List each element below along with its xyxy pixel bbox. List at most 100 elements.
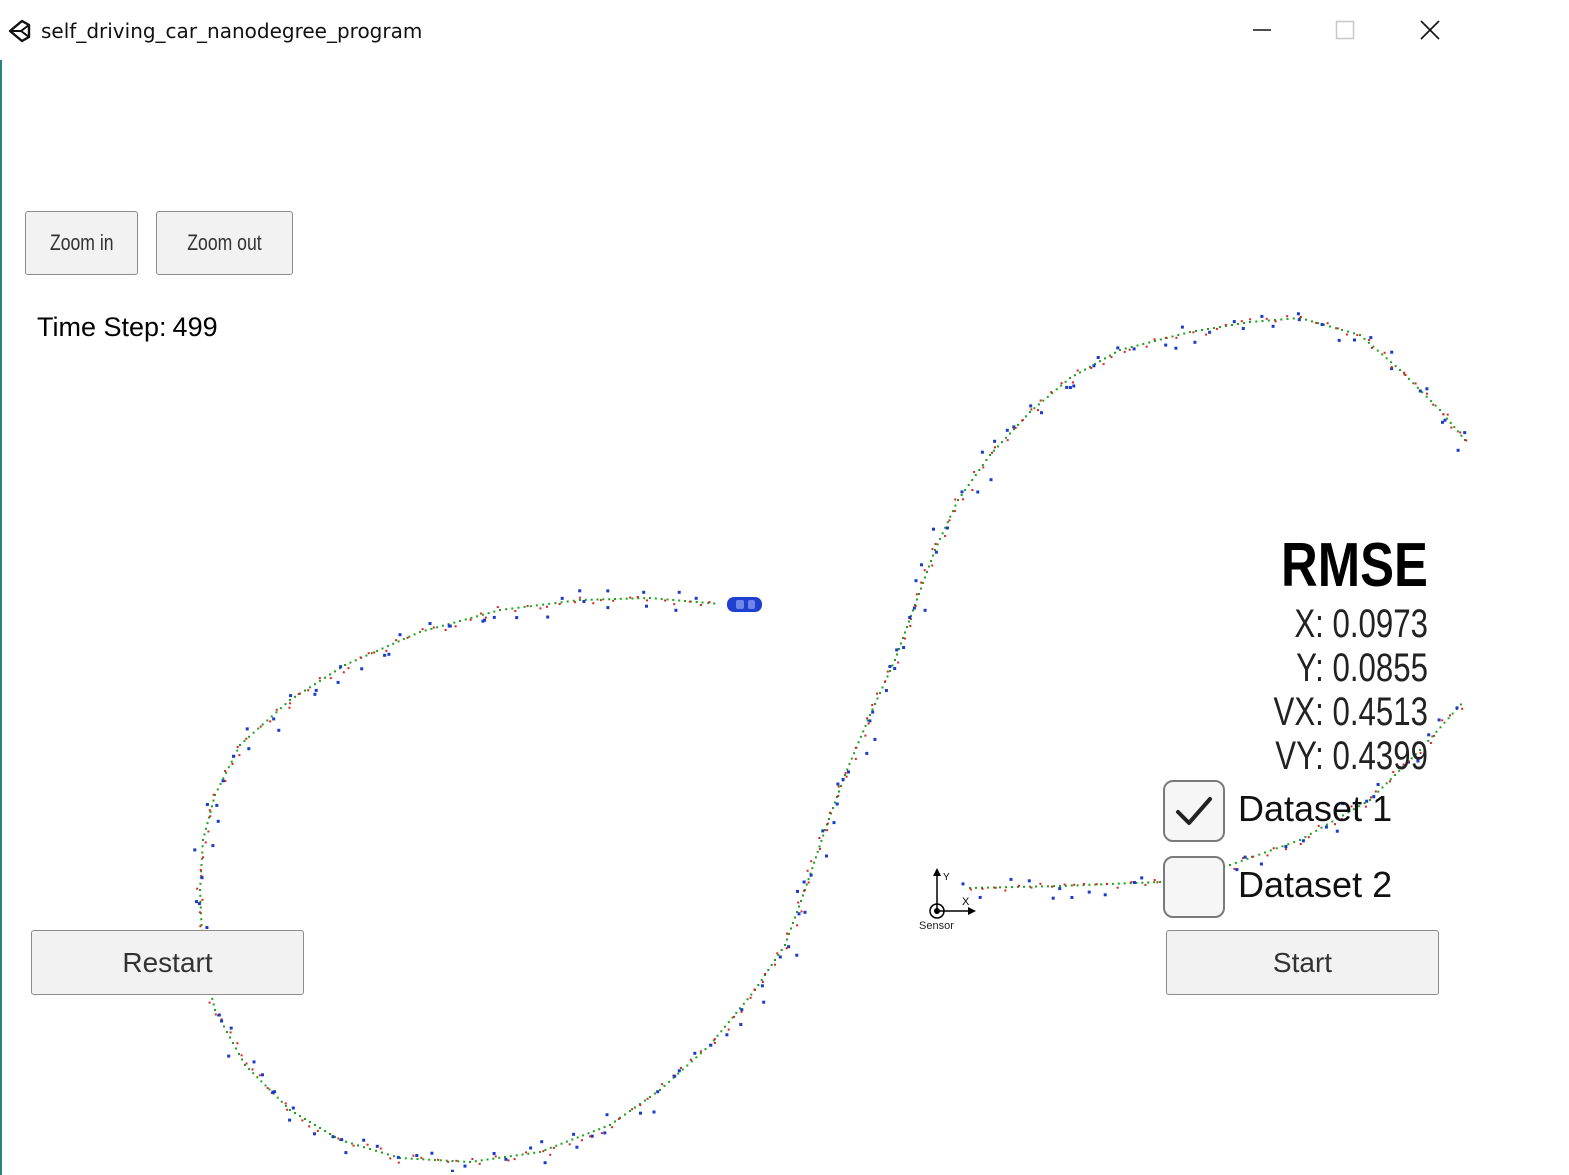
- ground-truth-point: [413, 633, 416, 636]
- ground-truth-point: [289, 699, 291, 701]
- ground-truth-point: [410, 1157, 413, 1160]
- ground-truth-point: [1385, 357, 1388, 360]
- radar-marker: [989, 478, 993, 482]
- ground-truth-point: [579, 599, 581, 601]
- ground-truth-point: [480, 1159, 483, 1162]
- lidar-marker: [397, 1161, 400, 1164]
- lidar-marker: [786, 932, 788, 935]
- lidar-marker: [479, 612, 482, 615]
- radar-marker: [1337, 338, 1341, 342]
- ground-truth-point: [266, 719, 269, 722]
- ground-truth-point: [1136, 344, 1139, 347]
- dataset-2-checkbox[interactable]: [1163, 856, 1225, 918]
- ground-truth-point: [354, 659, 357, 662]
- lidar-marker: [542, 1150, 545, 1153]
- radar-marker: [1065, 385, 1069, 389]
- radar-marker: [797, 912, 801, 916]
- start-label: Start: [1272, 946, 1333, 978]
- radar-marker: [677, 1069, 681, 1073]
- radar-marker: [1103, 893, 1107, 897]
- ground-truth-point: [509, 1155, 512, 1158]
- ground-truth-point: [1100, 883, 1103, 886]
- ground-truth-point: [1299, 839, 1301, 841]
- lidar-marker: [629, 596, 632, 599]
- ground-truth-point: [946, 521, 949, 524]
- ground-truth-point: [695, 1056, 698, 1059]
- ground-truth-point: [902, 637, 904, 639]
- lidar-marker: [286, 1108, 289, 1111]
- lidar-marker: [829, 811, 831, 814]
- radar-marker: [1369, 336, 1373, 340]
- ground-truth-point: [699, 1052, 702, 1055]
- lidar-marker: [308, 1125, 311, 1128]
- lidar-marker: [740, 1010, 743, 1013]
- ground-truth-point: [701, 601, 704, 604]
- ground-truth-point: [1358, 805, 1361, 808]
- lidar-marker: [240, 1054, 243, 1057]
- ground-truth-point: [587, 1132, 590, 1135]
- ground-truth-point: [724, 1025, 726, 1028]
- radar-marker: [908, 616, 912, 619]
- lidar-marker: [455, 1159, 458, 1162]
- lidar-marker: [1116, 886, 1119, 889]
- ground-truth-point: [760, 979, 763, 981]
- ground-truth-point: [1111, 882, 1114, 885]
- lidar-marker: [810, 860, 813, 863]
- zoom-out-button[interactable]: Zoom out: [156, 211, 293, 275]
- radar-marker: [932, 527, 935, 531]
- dataset-2-label[interactable]: Dataset 2: [1238, 864, 1393, 905]
- lidar-marker: [236, 1042, 239, 1045]
- maximize-icon[interactable]: [1325, 10, 1365, 50]
- ground-truth-point: [790, 927, 792, 930]
- radar-marker: [795, 953, 799, 957]
- radar-marker: [920, 563, 923, 567]
- ground-truth-point: [798, 905, 800, 908]
- start-button[interactable]: Start: [1166, 930, 1439, 995]
- lidar-marker: [525, 1151, 528, 1154]
- lidar-marker: [289, 702, 292, 705]
- ground-truth-point: [381, 647, 384, 650]
- radar-marker: [923, 608, 927, 612]
- lidar-marker: [994, 886, 997, 889]
- lidar-marker: [558, 603, 561, 605]
- ground-truth-point: [1033, 407, 1036, 410]
- radar-marker: [1297, 318, 1301, 322]
- lidar-marker: [307, 689, 310, 692]
- ground-truth-point: [590, 598, 593, 601]
- ground-truth-point: [1183, 332, 1186, 335]
- ground-truth-point: [866, 719, 869, 722]
- minimize-icon[interactable]: [1242, 10, 1282, 50]
- radar-marker: [578, 589, 582, 593]
- simulator-viewport[interactable]: Y X Sensor Zoom in Zoom out Time Step: 49…: [0, 60, 1569, 1172]
- dataset-1-label[interactable]: Dataset 1: [1238, 788, 1393, 829]
- ground-truth-point: [869, 714, 871, 716]
- lidar-marker: [631, 1108, 634, 1111]
- ground-truth-point: [542, 603, 545, 606]
- radar-marker: [760, 984, 764, 988]
- lidar-marker: [196, 887, 199, 890]
- radar-marker: [605, 1113, 609, 1117]
- ground-truth-point: [1252, 855, 1255, 858]
- lidar-marker: [866, 717, 869, 720]
- ground-truth-point: [1177, 334, 1180, 336]
- lidar-marker: [592, 602, 595, 605]
- ground-truth-point: [908, 620, 910, 623]
- lidar-marker: [844, 771, 847, 774]
- ground-truth-point: [1304, 835, 1307, 838]
- dataset-1-checkbox[interactable]: [1163, 780, 1225, 842]
- lidar-marker: [661, 1083, 664, 1086]
- ground-truth-point: [1029, 885, 1031, 888]
- lidar-marker: [347, 667, 350, 670]
- lidar-marker: [494, 1155, 497, 1158]
- ground-truth-point: [1459, 703, 1462, 706]
- restart-button[interactable]: Restart: [31, 930, 304, 995]
- lidar-marker: [1299, 316, 1302, 318]
- close-icon[interactable]: [1410, 10, 1450, 50]
- ground-truth-point: [248, 1068, 251, 1071]
- ground-truth-point: [619, 597, 622, 600]
- ground-truth-point: [631, 597, 634, 600]
- zoom-in-button[interactable]: Zoom in: [25, 211, 138, 275]
- ground-truth-point: [1060, 384, 1063, 387]
- ground-truth-point: [230, 760, 233, 763]
- radar-marker: [546, 615, 550, 619]
